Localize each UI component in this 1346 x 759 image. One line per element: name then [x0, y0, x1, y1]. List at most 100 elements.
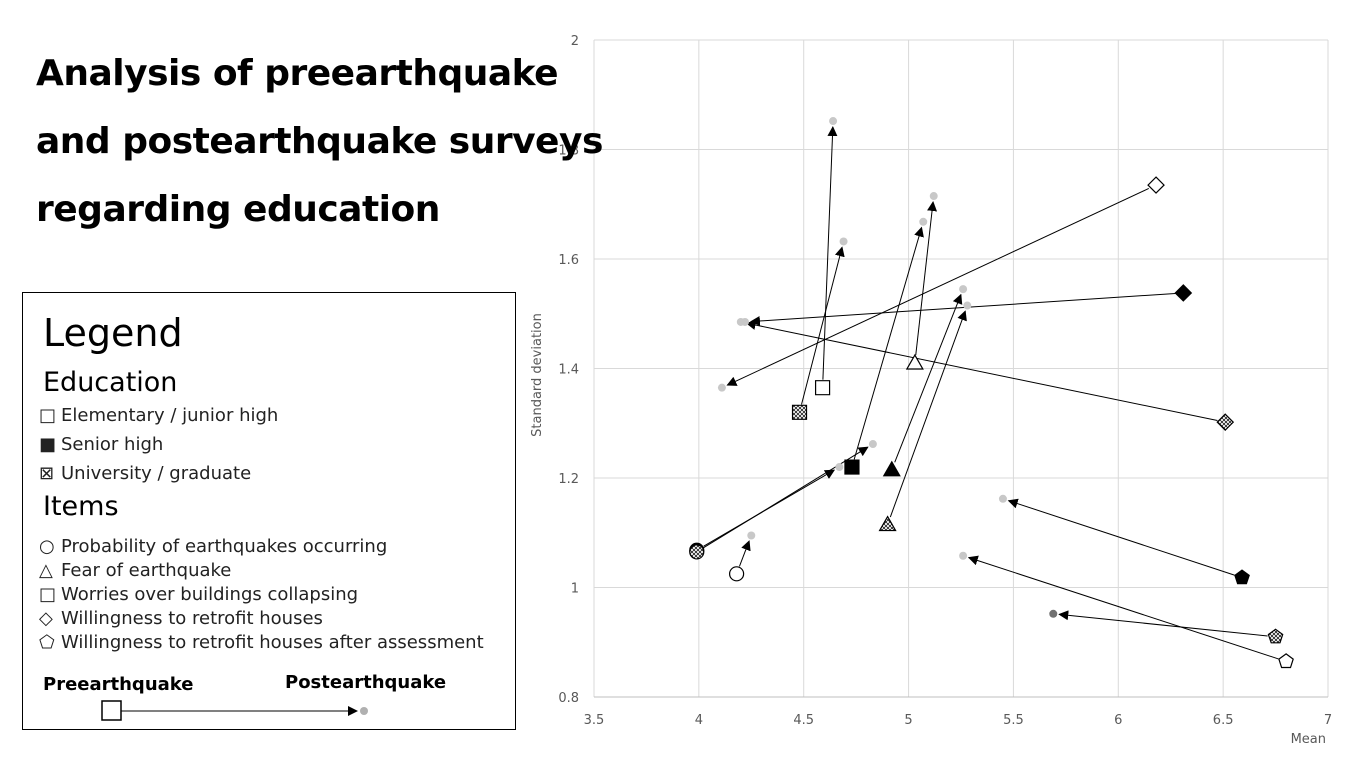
triangle-icon: △ [39, 560, 53, 581]
legend: Legend Education □ Elementary / junior hi… [22, 292, 516, 730]
post-marker [747, 531, 756, 540]
pre-earthquake-label: Preearthquake [43, 674, 194, 695]
grid [593, 39, 1329, 698]
legend-pre-marker [101, 700, 122, 721]
y-tick-label: 1 [571, 582, 579, 597]
crossed-square-icon: ⊠ [39, 463, 55, 484]
pre-marker [882, 460, 901, 477]
pre-marker [1147, 176, 1165, 194]
post-marker [929, 192, 938, 201]
items-heading: Items [43, 491, 119, 522]
post-marker [998, 494, 1007, 503]
y-tick-label: 1.2 [558, 472, 579, 487]
square-icon: □ [39, 405, 57, 426]
change-arrow [739, 540, 751, 567]
x-tick-label: 6.5 [1213, 713, 1234, 728]
legend-education-label: Elementary / junior high [61, 405, 279, 426]
legend-education-label: Senior high [61, 434, 164, 455]
change-arrow [1007, 498, 1235, 576]
circle-icon: ○ [39, 536, 55, 557]
post-marker [963, 301, 972, 310]
legend-item: △ Fear of earthquake [39, 560, 231, 581]
change-arrow [915, 201, 938, 356]
pre-marker [878, 515, 897, 532]
change-arrow [967, 555, 1279, 660]
x-tick-label: 3.5 [584, 713, 605, 728]
change-arrow [853, 226, 924, 460]
post-marker [717, 383, 726, 392]
x-tick-label: 6 [1114, 713, 1122, 728]
legend-item-label: Fear of earthquake [61, 560, 232, 581]
legend-education-label: University / graduate [61, 463, 252, 484]
pre-marker [1216, 413, 1235, 432]
x-axis-label: Mean [1291, 732, 1326, 747]
diamond-icon: ◇ [39, 608, 53, 629]
post-marker [919, 217, 928, 226]
pre-marker [844, 459, 860, 475]
y-tick-label: 1.6 [558, 253, 579, 268]
pentagon-icon: ⬠ [39, 632, 55, 653]
legend-item: ⬠ Willingness to retrofit houses after as… [39, 632, 484, 653]
legend-post-marker [360, 707, 368, 715]
title-line-1: Analysis of preearthquake [36, 53, 559, 94]
post-marker [736, 317, 745, 326]
page-title: Analysis of preearthquake and postearthq… [36, 40, 603, 244]
x-tick-label: 5.5 [1003, 713, 1024, 728]
pre-marker [905, 353, 924, 370]
legend-item-label: Worries over buildings collapsing [61, 584, 359, 605]
tick-labels: 3.5 4 4.5 5 5.5 6 6.5 7 0.8 1 1.2 1.4 1.6 1.8 2 [558, 34, 1332, 728]
legend-education-item: □ Elementary / junior high [39, 405, 278, 426]
post-earthquake-label: Postearthquake [285, 672, 447, 693]
filled-square-icon: ■ [39, 434, 57, 455]
x-tick-label: 4 [695, 713, 703, 728]
legend-title: Legend [43, 311, 183, 355]
legend-education-item: ⊠ University / graduate [39, 463, 251, 484]
pre-marker [689, 544, 705, 560]
square-icon: □ [39, 584, 57, 605]
change-arrow [801, 246, 845, 405]
pre-marker [791, 404, 808, 420]
education-heading: Education [43, 367, 178, 398]
y-tick-label: 1.4 [558, 363, 579, 378]
post-marker [868, 440, 877, 449]
legend-education-item: ■ Senior high [39, 434, 163, 455]
markers [689, 117, 1294, 669]
legend-item: ◇ Willingness to retrofit houses [39, 608, 323, 629]
legend-item: □ Worries over buildings collapsing [39, 584, 358, 605]
post-marker [839, 237, 848, 246]
legend-item-label: Willingness to retrofit houses after ass… [61, 632, 484, 653]
pre-marker [1234, 569, 1250, 585]
post-marker [835, 463, 844, 472]
legend-item: ○ Probability of earthquakes occurring [39, 536, 387, 557]
x-tick-label: 5 [904, 713, 912, 728]
change-arrow [745, 320, 1218, 422]
change-arrow [1058, 610, 1268, 637]
title-line-3: regarding education [36, 189, 440, 230]
change-arrow [749, 292, 1176, 326]
x-tick-label: 4.5 [793, 713, 814, 728]
y-axis-label: Standard deviation [530, 313, 545, 437]
pre-marker [1174, 284, 1193, 302]
post-marker [959, 551, 968, 560]
pre-marker [814, 380, 831, 396]
legend-example-arrow [101, 700, 368, 721]
pre-marker [1278, 653, 1294, 669]
post-marker [829, 117, 838, 126]
change-arrow [726, 188, 1149, 386]
change-arrow [889, 310, 967, 518]
x-tick-label: 7 [1324, 713, 1332, 728]
change-arrow [894, 293, 963, 463]
change-arrow [703, 446, 869, 549]
pre-marker [729, 566, 745, 582]
title-line-2: and postearthquake surveys [36, 121, 603, 162]
y-tick-label: 1.8 [558, 144, 579, 159]
arrows [703, 126, 1279, 660]
change-arrow [822, 126, 838, 380]
y-tick-label: 0.8 [558, 691, 579, 706]
post-marker [959, 285, 968, 294]
y-tick-label: 2 [571, 34, 579, 49]
legend-item-label: Willingness to retrofit houses [61, 608, 323, 629]
legend-item-label: Probability of earthquakes occurring [61, 536, 388, 557]
pre-marker [1267, 628, 1284, 644]
